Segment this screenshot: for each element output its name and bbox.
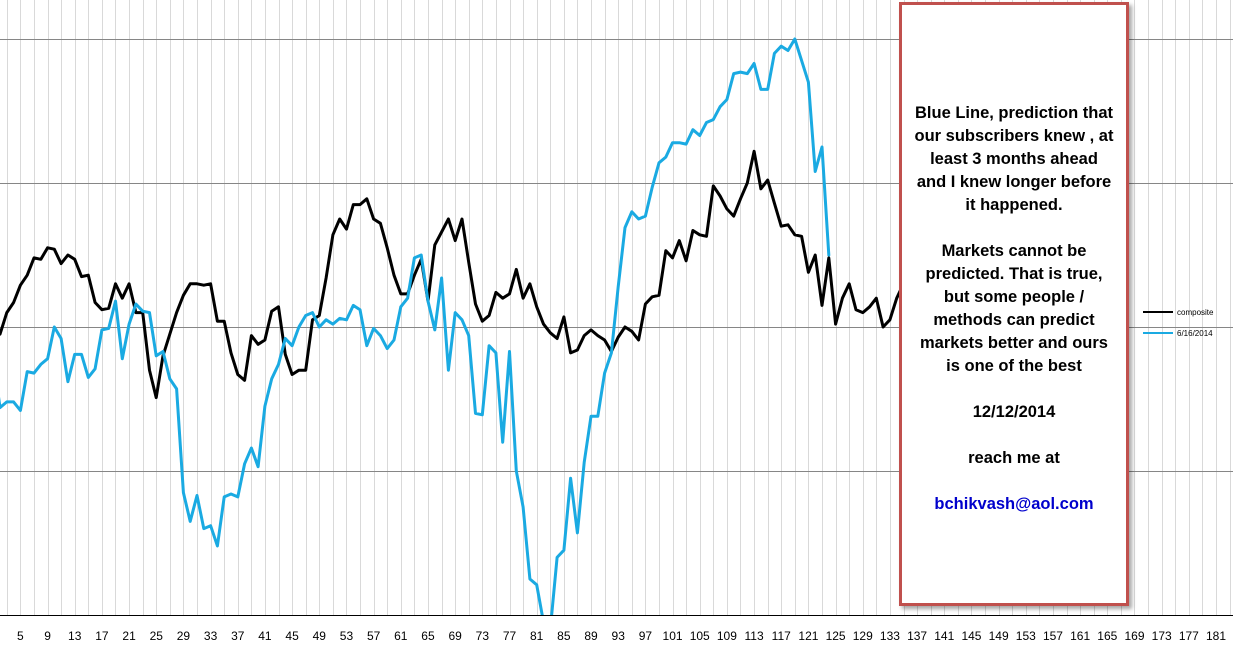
x-tick-label: 157 bbox=[1043, 629, 1063, 643]
x-tick-label: 37 bbox=[231, 629, 245, 643]
x-tick-label: 49 bbox=[313, 629, 327, 643]
x-tick-label: 77 bbox=[503, 629, 517, 643]
x-tick-label: 173 bbox=[1152, 629, 1172, 643]
x-tick-label: 89 bbox=[584, 629, 598, 643]
x-tick-label: 57 bbox=[367, 629, 381, 643]
x-tick-label: 101 bbox=[663, 629, 683, 643]
note-line: Markets cannot be bbox=[941, 242, 1087, 260]
x-tick-label: 81 bbox=[530, 629, 544, 643]
x-tick-label: 45 bbox=[285, 629, 299, 643]
x-tick-label: 129 bbox=[853, 629, 873, 643]
note-line: least 3 months ahead bbox=[930, 150, 1098, 168]
x-tick-label: 109 bbox=[717, 629, 737, 643]
x-tick-label: 181 bbox=[1206, 629, 1226, 643]
note-paragraph-1: Blue Line, prediction that our subscribe… bbox=[902, 102, 1126, 217]
x-tick-label: 169 bbox=[1124, 629, 1144, 643]
x-tick-label: 177 bbox=[1179, 629, 1199, 643]
note-line: it happened. bbox=[965, 196, 1063, 214]
x-tick-label: 65 bbox=[421, 629, 435, 643]
note-contact-label: reach me at bbox=[968, 449, 1060, 467]
series-line-prediction bbox=[0, 37, 831, 615]
x-tick-label: 17 bbox=[95, 629, 109, 643]
x-tick-label: 85 bbox=[557, 629, 571, 643]
x-tick-label: 105 bbox=[690, 629, 710, 643]
note-date: 12/12/2014 bbox=[972, 403, 1056, 421]
note-line: and I knew longer before bbox=[916, 173, 1112, 191]
note-paragraph-2: Markets cannot be predicted. That is tru… bbox=[902, 240, 1126, 378]
x-tick-label: 153 bbox=[1016, 629, 1036, 643]
note-line: is one of the best bbox=[946, 357, 1082, 375]
note-line: predicted. That is true, bbox=[925, 265, 1103, 283]
x-tick-label: 13 bbox=[68, 629, 82, 643]
x-tick-label: 21 bbox=[122, 629, 136, 643]
series-line-composite bbox=[0, 149, 939, 400]
legend-label-prediction: 6/16/2014 bbox=[1177, 329, 1213, 338]
x-tick-label: 53 bbox=[340, 629, 354, 643]
x-tick-label: 73 bbox=[476, 629, 490, 643]
note-email: bchikvash@aol.com bbox=[934, 495, 1094, 513]
x-tick-label: 25 bbox=[150, 629, 164, 643]
legend: composite 6/16/2014 bbox=[1143, 308, 1214, 338]
note-line: markets better and ours bbox=[920, 334, 1108, 352]
x-tick-label: 149 bbox=[989, 629, 1009, 643]
legend-label-composite: composite bbox=[1177, 308, 1214, 317]
x-tick-label: 121 bbox=[798, 629, 818, 643]
x-tick-label: 97 bbox=[639, 629, 653, 643]
x-tick-labels: 5 9 13 17 21 25 29 33 37 41 45 49 53 57 61 65 69 73 77 81 85… bbox=[17, 629, 1226, 643]
x-tick-label: 117 bbox=[772, 629, 791, 643]
annotation-box: Blue Line, prediction that our subscribe… bbox=[899, 2, 1129, 606]
x-tick-label: 41 bbox=[258, 629, 272, 643]
x-tick-label: 93 bbox=[612, 629, 626, 643]
x-tick-label: 29 bbox=[177, 629, 191, 643]
note-line: Blue Line, prediction that bbox=[914, 104, 1113, 122]
x-tick-label: 33 bbox=[204, 629, 218, 643]
note-line: but some people / bbox=[943, 288, 1085, 306]
note-line: our subscribers knew , at bbox=[914, 127, 1114, 145]
x-tick-label: 9 bbox=[44, 629, 51, 643]
x-tick-label: 69 bbox=[448, 629, 462, 643]
series-layer bbox=[0, 37, 939, 615]
x-tick-label: 165 bbox=[1097, 629, 1117, 643]
x-tick-label: 5 bbox=[17, 629, 24, 643]
note-line: methods can predict bbox=[933, 311, 1095, 329]
x-tick-label: 61 bbox=[394, 629, 408, 643]
x-tick-label: 113 bbox=[744, 629, 763, 643]
x-tick-label: 125 bbox=[826, 629, 846, 643]
x-tick-label: 145 bbox=[961, 629, 981, 643]
x-tick-label: 161 bbox=[1070, 629, 1090, 643]
x-tick-label: 141 bbox=[934, 629, 954, 643]
x-tick-label: 133 bbox=[880, 629, 900, 643]
x-tick-label: 137 bbox=[907, 629, 927, 643]
